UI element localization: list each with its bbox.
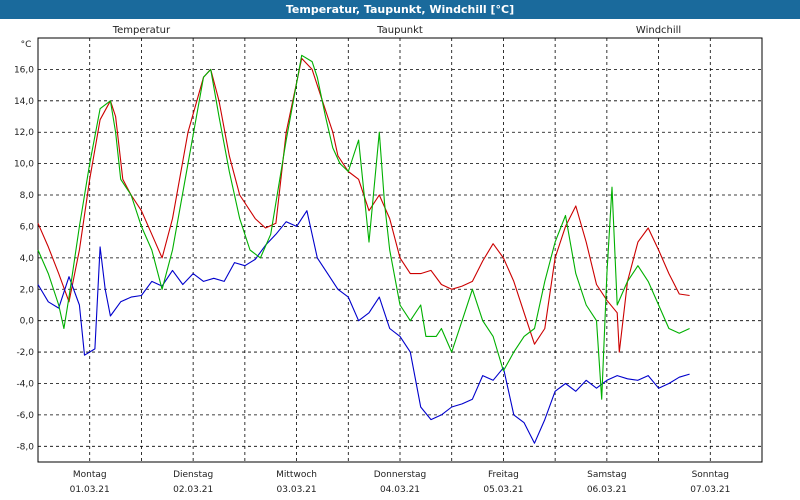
y-tick-label: 8,0 <box>20 191 35 201</box>
x-tick-date: 02.03.21 <box>173 485 213 495</box>
x-tick-day: Samstag <box>587 470 626 480</box>
y-tick-label: 2,0 <box>20 285 35 295</box>
y-tick-label: 4,0 <box>20 254 35 264</box>
legend-taupunkt: Taupunkt <box>376 25 423 36</box>
y-tick-label: 6,0 <box>20 222 35 232</box>
y-tick-label: 0,0 <box>20 317 35 327</box>
y-tick-label: -4,0 <box>16 379 34 389</box>
x-tick-date: 01.03.21 <box>70 485 110 495</box>
x-tick-day: Montag <box>73 470 107 480</box>
x-tick-date: 07.03.21 <box>690 485 730 495</box>
series-line-windchill <box>37 54 690 400</box>
x-tick-day: Dienstag <box>173 470 213 480</box>
x-tick-date: 04.03.21 <box>380 485 420 495</box>
x-tick-day: Sonntag <box>692 470 729 480</box>
y-tick-label: 12,0 <box>14 128 34 138</box>
series-line-temperatur <box>37 57 690 353</box>
y-tick-label: 16,0 <box>14 65 34 75</box>
chart-title: Temperatur, Taupunkt, Windchill [°C] <box>0 0 800 19</box>
x-tick-day: Mittwoch <box>276 470 317 480</box>
y-tick-label: -2,0 <box>16 348 34 358</box>
y-tick-label: -6,0 <box>16 411 34 421</box>
y-tick-label: -8,0 <box>16 442 34 452</box>
series-line-taupunkt <box>37 210 690 444</box>
legend-windchill: Windchill <box>636 25 681 36</box>
y-tick-label: 14,0 <box>14 97 34 107</box>
y-axis-label: °C <box>21 40 32 50</box>
x-tick-date: 03.03.21 <box>277 485 317 495</box>
x-tick-date: 05.03.21 <box>483 485 523 495</box>
legend-temperatur: Temperatur <box>112 25 171 36</box>
x-tick-day: Freitag <box>488 470 519 480</box>
y-tick-label: 10,0 <box>14 160 34 170</box>
x-tick-day: Donnerstag <box>374 470 427 480</box>
x-tick-date: 06.03.21 <box>587 485 627 495</box>
